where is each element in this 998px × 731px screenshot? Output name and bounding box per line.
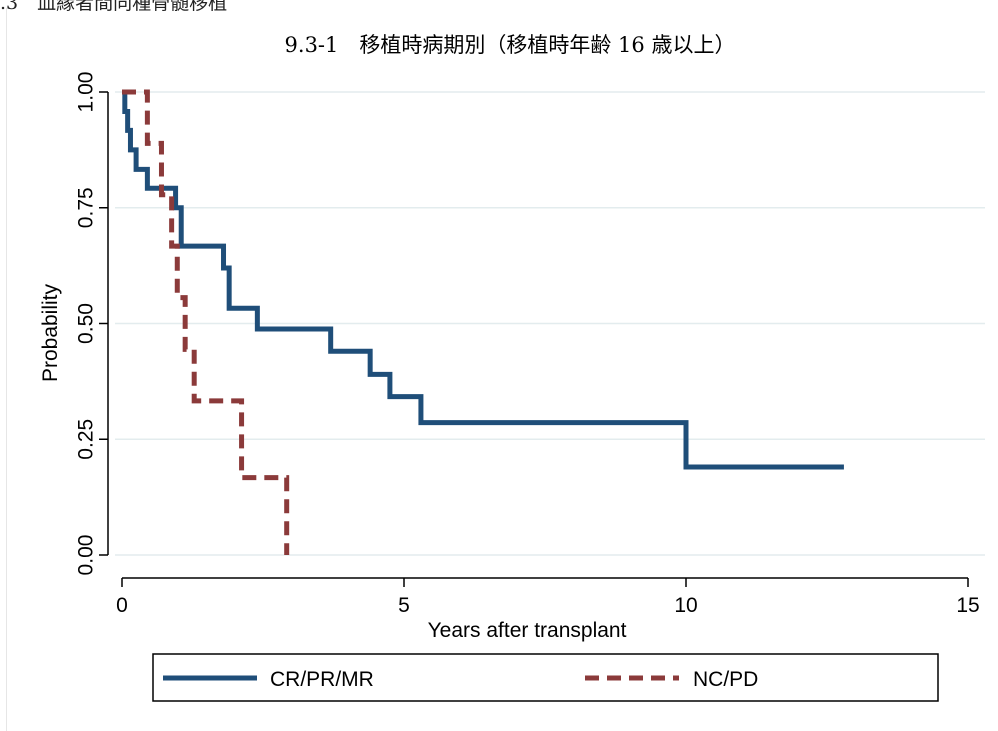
legend-label-cr-pr-mr: CR/PR/MR: [270, 668, 374, 691]
x-tick-label: 0: [116, 594, 128, 617]
legend: CR/PR/MR NC/PD: [152, 653, 939, 702]
y-axis-title: Probability: [39, 283, 62, 382]
section-heading: .3 血縁者間同種骨髄移植: [0, 0, 228, 14]
chart-title: 9.3-1 移植時病期別（移植時年齢 16 歳以上）: [285, 33, 736, 57]
x-tick-label: 5: [398, 594, 410, 617]
legend-box: [152, 653, 939, 702]
y-tick-label: 0.00: [75, 535, 98, 576]
y-ticks: 0.00 0.25 0.50 0.75 1.00: [75, 72, 108, 576]
y-tick-label: 0.25: [75, 419, 98, 460]
y-tick-label: 0.75: [75, 187, 98, 228]
x-axis-title: Years after transplant: [428, 619, 627, 642]
x-tick-label: 15: [956, 594, 979, 617]
series-line-nc-pd: [122, 89, 290, 555]
plot-area: [115, 68, 985, 576]
grid-lines: [115, 91, 985, 556]
x-tick-label: 10: [674, 594, 697, 617]
y-tick-label: 1.00: [75, 72, 98, 113]
series-lines: [122, 89, 844, 555]
page-left-rule: [6, 8, 7, 731]
legend-label-nc-pd: NC/PD: [693, 668, 758, 691]
series-line-cr-pr-mr: [122, 89, 844, 470]
y-tick-label: 0.50: [75, 303, 98, 344]
x-ticks: 0 5 10 15: [116, 578, 980, 617]
